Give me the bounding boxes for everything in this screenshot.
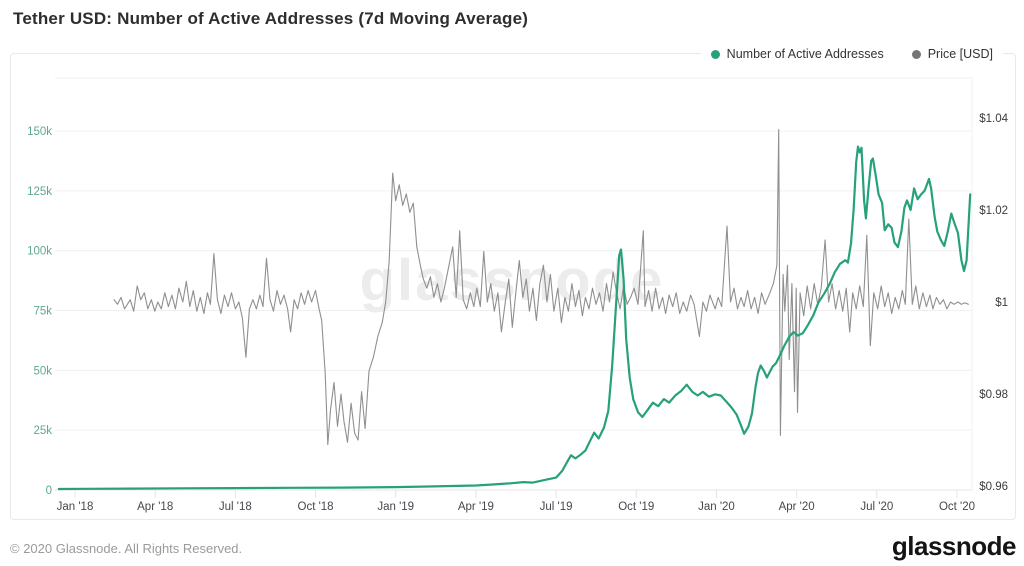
footer-copyright: © 2020 Glassnode. All Rights Reserved. [10, 541, 243, 556]
chart-card: Number of Active Addresses Price [USD] [10, 41, 1016, 520]
glassnode-logo: glassnode [891, 531, 1017, 561]
legend-dot-green-icon [710, 49, 720, 59]
legend-item-active-addresses[interactable]: Number of Active Addresses [710, 47, 884, 61]
legend-label-active-addresses: Number of Active Addresses [726, 47, 884, 61]
glassnode-watermark: glassnode [359, 248, 665, 313]
legend-dot-gray-icon [911, 49, 921, 59]
chart-legend: Number of Active Addresses Price [USD] [700, 41, 1003, 67]
legend-item-price[interactable]: Price [USD] [911, 47, 993, 61]
legend-label-price: Price [USD] [927, 47, 993, 61]
page-title: Tether USD: Number of Active Addresses (… [13, 9, 529, 28]
